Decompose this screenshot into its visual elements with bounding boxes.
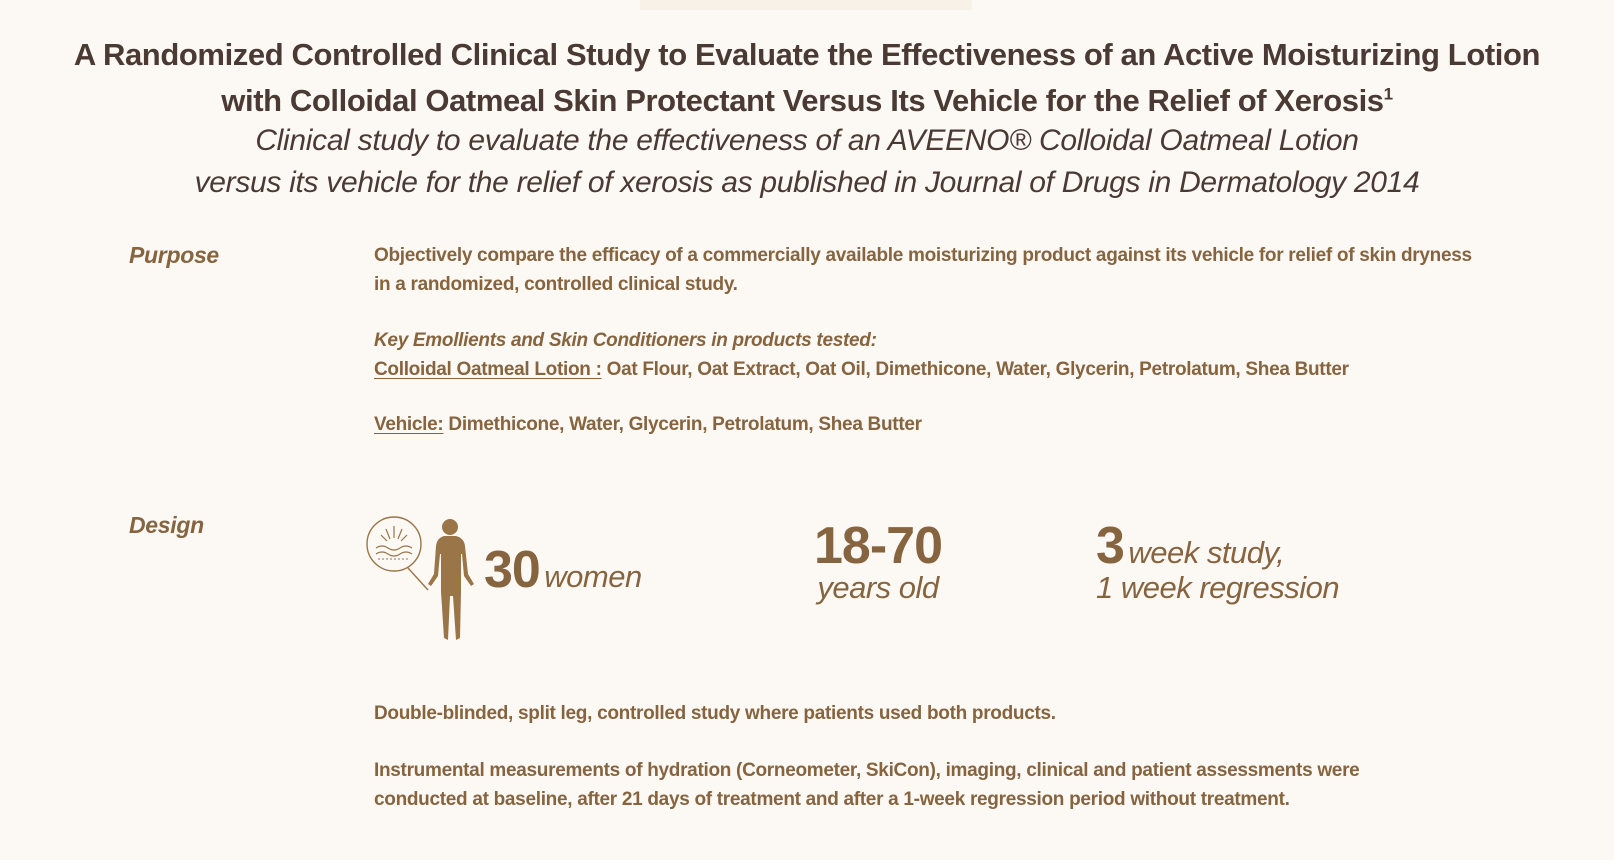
subtitle-line-1: Clinical study to evaluate the effective… bbox=[255, 124, 1359, 157]
age-word: years old bbox=[817, 570, 939, 605]
participants-number: 30 bbox=[484, 541, 541, 599]
page-subtitle: Clinical study to evaluate the effective… bbox=[0, 120, 1614, 204]
design-paragraph-2: Instrumental measurements of hydration (… bbox=[374, 756, 1360, 814]
age-range: 18-70 bbox=[814, 517, 943, 575]
regression-text: 1 week regression bbox=[1096, 570, 1340, 605]
vehicle-label: Vehicle: bbox=[374, 414, 444, 435]
design-paragraph-2-line-1: Instrumental measurements of hydration (… bbox=[374, 760, 1360, 781]
vehicle-ingredients: Dimethicone, Water, Glycerin, Petrolatum… bbox=[448, 414, 922, 435]
ingredients-block: Key Emollients and Skin Conditioners in … bbox=[374, 326, 1349, 384]
study-duration-stat: 3 week study, 1 week regression bbox=[1096, 516, 1340, 606]
design-paragraph-1: Double-blinded, split leg, controlled st… bbox=[374, 703, 1056, 724]
purpose-text: Objectively compare the efficacy of a co… bbox=[374, 241, 1472, 299]
purpose-text-line-2: in a randomized, controlled clinical stu… bbox=[374, 274, 738, 295]
purpose-text-line-1: Objectively compare the efficacy of a co… bbox=[374, 245, 1472, 266]
title-line-1: A Randomized Controlled Clinical Study t… bbox=[73, 37, 1541, 72]
page-title: A Randomized Controlled Clinical Study t… bbox=[0, 32, 1614, 124]
subtitle-line-2: versus its vehicle for the relief of xer… bbox=[194, 166, 1420, 199]
top-tab-decoration bbox=[640, 0, 972, 10]
lotion-label: Colloidal Oatmeal Lotion : bbox=[374, 359, 602, 380]
title-line-2: with Colloidal Oatmeal Skin Protectant V… bbox=[221, 83, 1384, 118]
study-word: week study, bbox=[1128, 535, 1285, 570]
participants-word: women bbox=[544, 559, 642, 594]
key-emollients-heading: Key Emollients and Skin Conditioners in … bbox=[374, 330, 877, 351]
vehicle-ingredients-row: Vehicle: Dimethicone, Water, Glycerin, P… bbox=[374, 410, 922, 439]
age-stat: 18-70 years old bbox=[808, 516, 948, 606]
design-paragraph-2-line-2: conducted at baseline, after 21 days of … bbox=[374, 789, 1290, 810]
human-figure-skin-icon bbox=[366, 516, 474, 640]
lotion-ingredients-row: Colloidal Oatmeal Lotion : Oat Flour, Oa… bbox=[374, 355, 1349, 384]
vehicle-block: Vehicle: Dimethicone, Water, Glycerin, P… bbox=[374, 410, 922, 439]
design-label: Design bbox=[129, 512, 204, 538]
study-number: 3 bbox=[1096, 517, 1125, 575]
lotion-ingredients: Oat Flour, Oat Extract, Oat Oil, Dimethi… bbox=[606, 359, 1349, 380]
participants-stat: 30 women bbox=[484, 540, 642, 600]
purpose-label: Purpose bbox=[129, 242, 219, 268]
title-footnote: 1 bbox=[1383, 84, 1393, 104]
